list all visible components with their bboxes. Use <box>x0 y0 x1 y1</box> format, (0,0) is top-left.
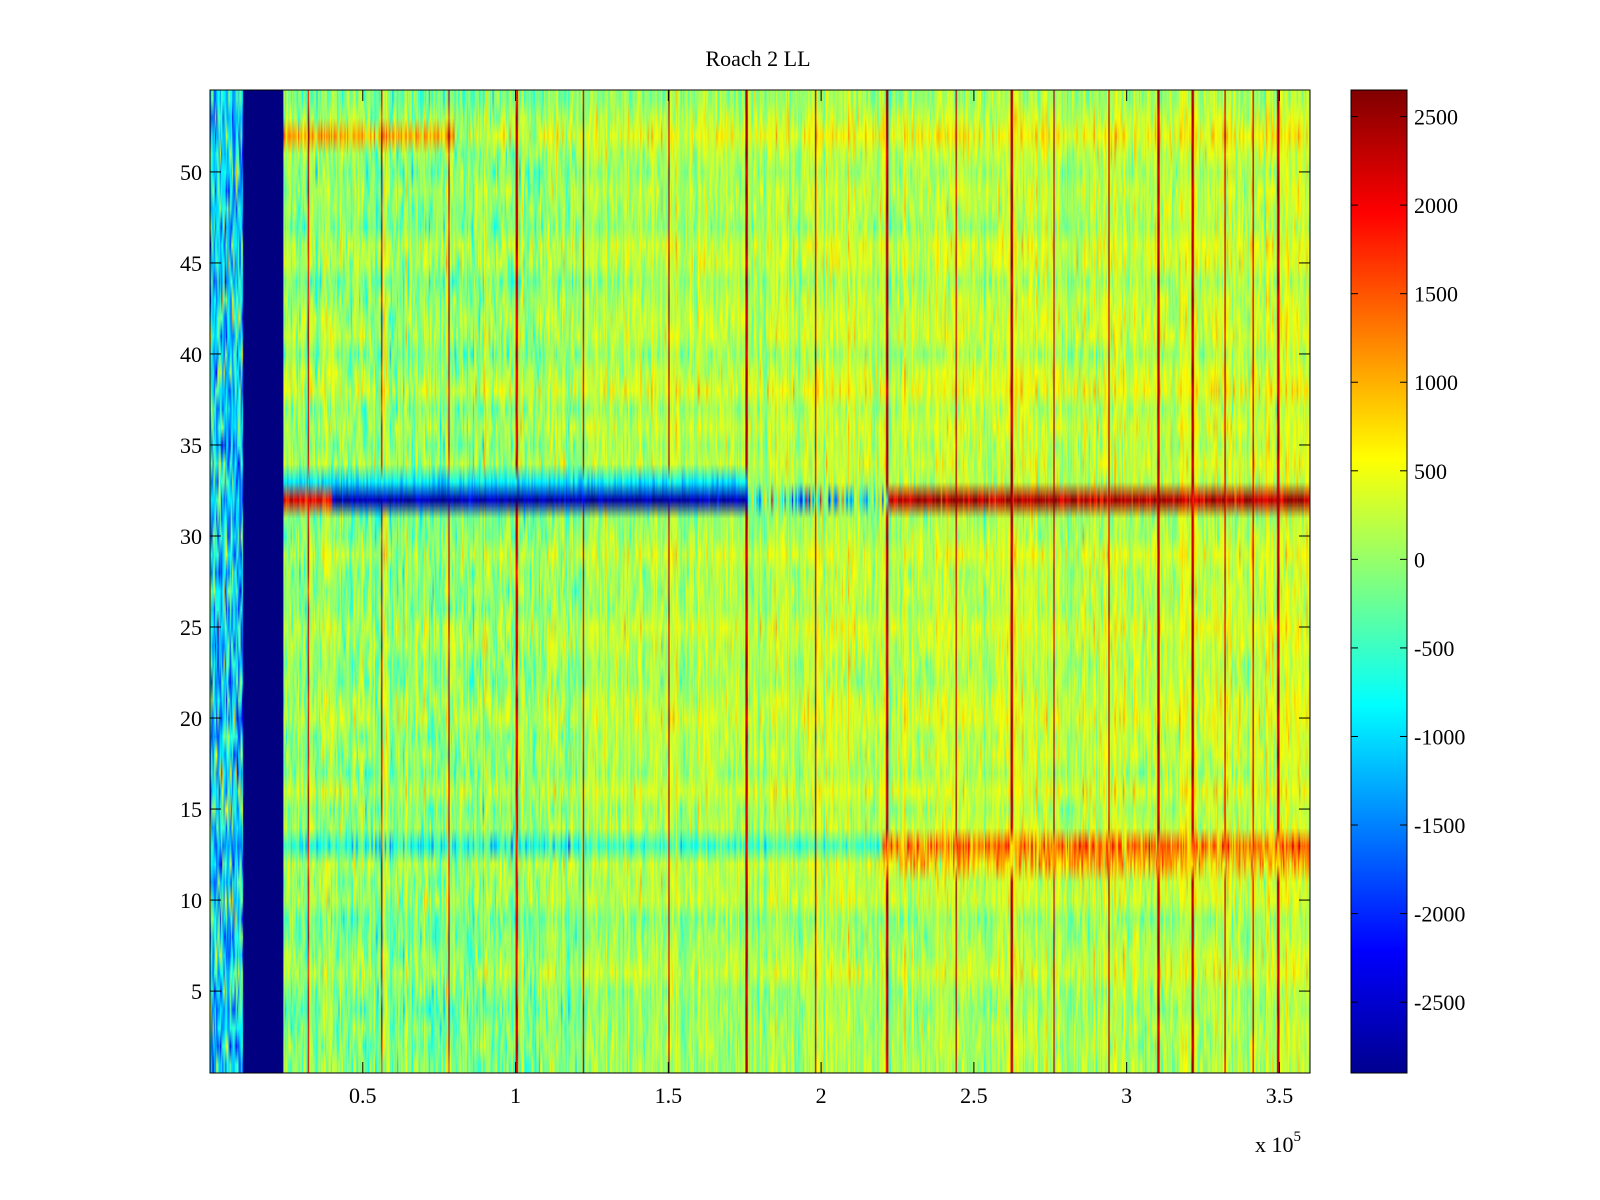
colorbar-tick-label-0: 2500 <box>1414 105 1458 130</box>
colorbar-tick-label-7: -1000 <box>1414 724 1465 749</box>
x-tick-label-1: 1 <box>510 1083 521 1108</box>
x-tick-label-0: 0.5 <box>349 1083 377 1108</box>
colorbar-gradient <box>1351 90 1407 1073</box>
x-tick-label-5: 3 <box>1121 1083 1132 1108</box>
colorbar-tick-label-9: -2000 <box>1414 902 1465 927</box>
colorbar-tick-label-10: -2500 <box>1414 990 1465 1015</box>
y-axis: 5 10 15 20 25 30 35 40 45 50 <box>180 160 1310 1004</box>
colorbar-tick-label-3: 1000 <box>1414 370 1458 395</box>
x-exponent-power: 5 <box>1294 1129 1302 1145</box>
colorbar-tick-label-8: -1500 <box>1414 813 1465 838</box>
x-tick-label-2: 1.5 <box>655 1083 683 1108</box>
y-tick-label-7: 40 <box>180 342 202 367</box>
colorbar-ticks: 2500 2000 1500 1000 500 0 -500 -1000 -1500 -2000 -… <box>1351 105 1465 1015</box>
y-tick-label-9: 50 <box>180 160 202 185</box>
chart-title: Roach 2 LL <box>705 46 810 71</box>
y-tick-label-6: 35 <box>180 433 202 458</box>
colorbar-tick-label-1: 2000 <box>1414 193 1458 218</box>
x-exponent-base: x 10 <box>1255 1132 1294 1157</box>
y-tick-label-5: 30 <box>180 524 202 549</box>
x-axis: 0.5 1 1.5 2 2.5 3 3.5 <box>349 90 1293 1108</box>
y-tick-label-8: 45 <box>180 251 202 276</box>
x-exponent-label: x 105 <box>1255 1129 1301 1157</box>
y-tick-label-0: 5 <box>191 979 202 1004</box>
colorbar: 2500 2000 1500 1000 500 0 -500 -1000 -1500 -2000 -… <box>1350 89 1465 1074</box>
colorbar-tick-label-6: -500 <box>1414 636 1454 661</box>
colorbar-tick-label-2: 1500 <box>1414 282 1458 307</box>
colorbar-tick-label-5: 0 <box>1414 547 1425 572</box>
y-tick-label-2: 15 <box>180 797 202 822</box>
y-tick-label-1: 10 <box>180 888 202 913</box>
colorbar-frame <box>1350 89 1408 1074</box>
x-tick-label-4: 2.5 <box>960 1083 988 1108</box>
heatmap-area <box>209 89 1311 1074</box>
y-tick-label-4: 25 <box>180 615 202 640</box>
y-tick-label-3: 20 <box>180 706 202 731</box>
heatmap-image <box>210 90 1310 1073</box>
colorbar-tick-label-4: 500 <box>1414 459 1447 484</box>
x-tick-label-6: 3.5 <box>1266 1083 1294 1108</box>
x-tick-label-3: 2 <box>816 1083 827 1108</box>
plot-frame <box>209 89 1311 1074</box>
